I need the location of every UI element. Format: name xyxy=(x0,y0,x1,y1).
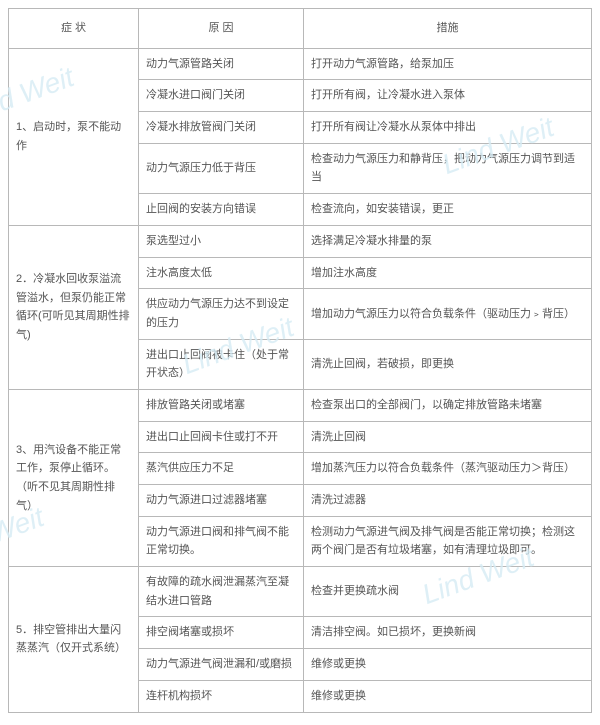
troubleshoot-table: 症 状 原 因 措施 1、启动时，泵不能动作 动力气源管路关闭 打开动力气源管路… xyxy=(8,8,592,713)
measure-cell: 检查流向，如安装错误，更正 xyxy=(304,194,592,226)
measure-cell: 打开所有阀让冷凝水从泵体中排出 xyxy=(304,112,592,144)
measure-cell: 打开所有阀，让冷凝水进入泵体 xyxy=(304,80,592,112)
cause-cell: 冷凝水进口阀门关闭 xyxy=(139,80,304,112)
measure-cell: 维修或更换 xyxy=(304,649,592,681)
cause-cell: 动力气源进口过滤器堵塞 xyxy=(139,485,304,517)
symptom-cell: 2．冷凝水回收泵溢流管溢水，但泵仍能正常循环(可听见其周期性排气) xyxy=(9,225,139,389)
cause-cell: 排空阀堵塞或损坏 xyxy=(139,617,304,649)
measure-cell: 检测动力气源进气阀及排气阀是否能正常切换；检测这两个阀门是否有垃圾堵塞，如有清理… xyxy=(304,516,592,566)
cause-cell: 注水高度太低 xyxy=(139,257,304,289)
measure-cell: 增加动力气源压力以符合负载条件（驱动压力﹥背压） xyxy=(304,289,592,339)
cause-cell: 连杆机构损坏 xyxy=(139,680,304,712)
measure-cell: 检查泵出口的全部阀门，以确定排放管路未堵塞 xyxy=(304,389,592,421)
table-row: 3、用汽设备不能正常工作，泵停止循环。（听不见其周期性排气） 排放管路关闭或堵塞… xyxy=(9,389,592,421)
symptom-cell: 5．排空管排出大量闪蒸蒸汽（仅开式系统） xyxy=(9,567,139,712)
cause-cell: 止回阀的安装方向错误 xyxy=(139,194,304,226)
table-row: 2．冷凝水回收泵溢流管溢水，但泵仍能正常循环(可听见其周期性排气) 泵选型过小 … xyxy=(9,225,592,257)
col-cause: 原 因 xyxy=(139,9,304,49)
cause-cell: 动力气源进气阀泄漏和/或磨损 xyxy=(139,649,304,681)
table-row: 1、启动时，泵不能动作 动力气源管路关闭 打开动力气源管路，给泵加压 xyxy=(9,48,592,80)
table-header-row: 症 状 原 因 措施 xyxy=(9,9,592,49)
cause-cell: 供应动力气源压力达不到设定的压力 xyxy=(139,289,304,339)
cause-cell: 进出口止回阀被卡住（处于常开状态） xyxy=(139,339,304,389)
cause-cell: 有故障的疏水阀泄漏蒸汽至凝结水进口管路 xyxy=(139,567,304,617)
measure-cell: 清洗过滤器 xyxy=(304,485,592,517)
symptom-cell: 1、启动时，泵不能动作 xyxy=(9,48,139,225)
measure-cell: 检查动力气源压力和静背压，把动力气源压力调节到适当 xyxy=(304,143,592,193)
cause-cell: 蒸汽供应压力不足 xyxy=(139,453,304,485)
symptom-cell: 3、用汽设备不能正常工作，泵停止循环。（听不见其周期性排气） xyxy=(9,389,139,566)
measure-cell: 维修或更换 xyxy=(304,680,592,712)
col-measure: 措施 xyxy=(304,9,592,49)
col-symptom: 症 状 xyxy=(9,9,139,49)
cause-cell: 进出口止回阀卡住或打不开 xyxy=(139,421,304,453)
measure-cell: 打开动力气源管路，给泵加压 xyxy=(304,48,592,80)
table-body: 1、启动时，泵不能动作 动力气源管路关闭 打开动力气源管路，给泵加压 冷凝水进口… xyxy=(9,48,592,712)
measure-cell: 清洗止回阀，若破损，即更换 xyxy=(304,339,592,389)
cause-cell: 冷凝水排放管阀门关闭 xyxy=(139,112,304,144)
cause-cell: 动力气源进口阀和排气阀不能正常切换。 xyxy=(139,516,304,566)
measure-cell: 选择满足冷凝水排量的泵 xyxy=(304,225,592,257)
table-row: 5．排空管排出大量闪蒸蒸汽（仅开式系统） 有故障的疏水阀泄漏蒸汽至凝结水进口管路… xyxy=(9,567,592,617)
measure-cell: 清洁排空阀。如已损坏，更换新阀 xyxy=(304,617,592,649)
cause-cell: 动力气源压力低于背压 xyxy=(139,143,304,193)
cause-cell: 泵选型过小 xyxy=(139,225,304,257)
measure-cell: 检查并更换疏水阀 xyxy=(304,567,592,617)
cause-cell: 排放管路关闭或堵塞 xyxy=(139,389,304,421)
measure-cell: 增加蒸汽压力以符合负载条件（蒸汽驱动压力＞背压） xyxy=(304,453,592,485)
measure-cell: 清洗止回阀 xyxy=(304,421,592,453)
cause-cell: 动力气源管路关闭 xyxy=(139,48,304,80)
measure-cell: 增加注水高度 xyxy=(304,257,592,289)
